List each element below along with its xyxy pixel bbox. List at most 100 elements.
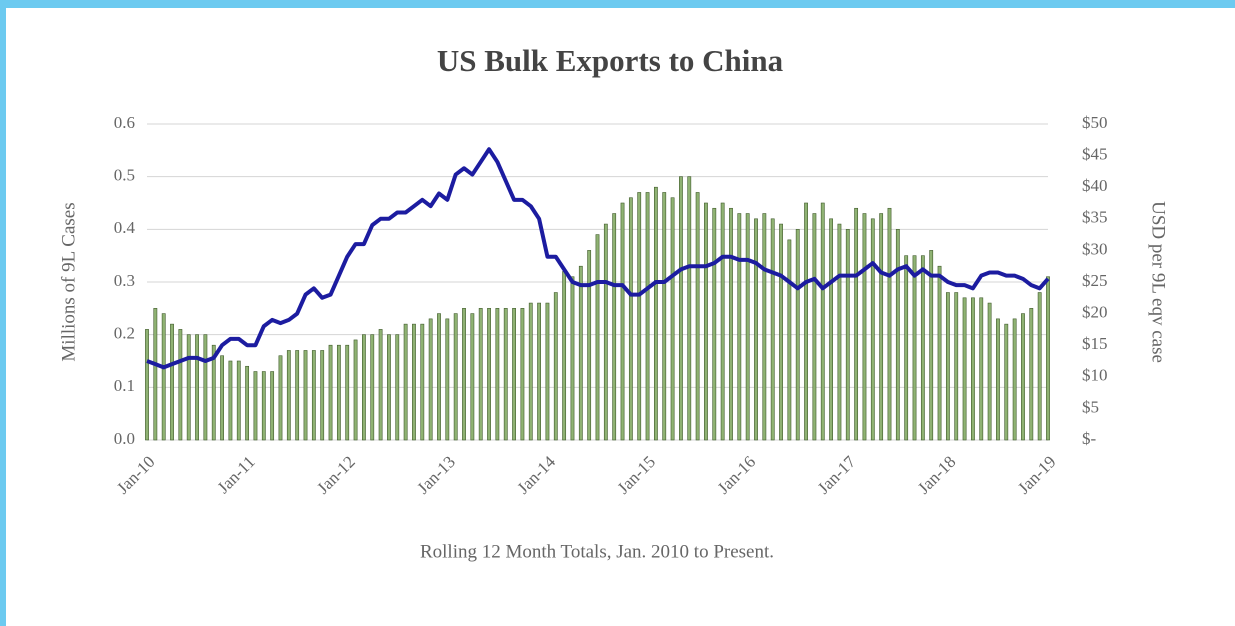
y-tick-label: 0.6	[114, 113, 135, 132]
bar	[253, 371, 258, 441]
y2-tick-label: $40	[1082, 176, 1108, 195]
bar	[795, 229, 800, 441]
bar	[895, 229, 900, 441]
bar	[695, 192, 700, 441]
bar	[612, 213, 617, 441]
bar	[512, 308, 516, 441]
bar	[628, 197, 633, 441]
bar	[453, 313, 458, 441]
x-tick-label: Jan-17	[814, 452, 860, 498]
bar	[387, 334, 391, 441]
bar	[1004, 323, 1009, 441]
bar	[228, 360, 233, 441]
bar	[837, 223, 842, 441]
chart-title: US Bulk Exports to China	[437, 43, 784, 78]
bar	[870, 218, 875, 441]
bar	[553, 292, 558, 441]
bar	[720, 202, 725, 441]
bar	[445, 318, 450, 441]
bar	[170, 323, 174, 441]
bar	[528, 302, 533, 441]
bar	[979, 297, 984, 441]
y2-tick-label: $15	[1082, 334, 1108, 353]
bar	[236, 360, 241, 441]
bar	[929, 250, 934, 441]
bar	[570, 276, 575, 441]
y2-tick-label: $20	[1082, 303, 1108, 322]
bar	[770, 218, 775, 441]
bar	[620, 202, 625, 441]
bar	[336, 344, 341, 441]
y2-tick-label: $35	[1082, 208, 1108, 227]
bar	[537, 302, 542, 441]
bar	[503, 308, 508, 441]
bar	[362, 334, 366, 441]
bar	[203, 334, 208, 441]
x-tick-label: Jan-15	[614, 452, 659, 497]
bar	[829, 218, 833, 441]
bar	[470, 313, 475, 441]
bar	[729, 207, 733, 441]
bar	[670, 197, 675, 441]
y2-tick-label: $10	[1082, 366, 1108, 385]
bar	[704, 202, 708, 441]
bar	[754, 218, 758, 441]
y-tick-label: 0.3	[114, 271, 135, 290]
bar	[712, 207, 717, 441]
bar	[420, 323, 425, 441]
bar	[153, 308, 158, 441]
bar	[954, 292, 959, 441]
bar	[562, 271, 567, 441]
bar	[595, 234, 600, 441]
bar	[920, 255, 925, 441]
bar	[854, 207, 859, 441]
bar	[845, 229, 850, 441]
x-tick-label: Jan-18	[914, 452, 959, 497]
bar	[428, 318, 433, 441]
bar	[820, 202, 825, 441]
bar	[745, 213, 750, 441]
bar	[779, 223, 783, 441]
bar	[937, 265, 942, 441]
bar	[186, 334, 191, 441]
bar	[311, 350, 316, 441]
bar	[587, 250, 592, 441]
bar	[178, 329, 183, 441]
x-tick-label: Jan-13	[413, 452, 458, 497]
bar	[437, 313, 441, 441]
bar	[1012, 318, 1017, 441]
bar	[378, 329, 383, 441]
bar	[412, 323, 416, 441]
bar	[904, 255, 909, 441]
bar	[862, 213, 867, 441]
bar	[804, 202, 808, 441]
x-tick-label: Jan-12	[313, 452, 358, 497]
bar	[762, 213, 767, 441]
bar	[662, 192, 667, 441]
bar	[787, 239, 792, 441]
y2-tick-label: $-	[1082, 429, 1097, 448]
bar	[1021, 313, 1025, 441]
bar	[679, 176, 683, 441]
bar	[912, 255, 917, 441]
y2-tick-label: $45	[1082, 145, 1108, 164]
bar	[195, 334, 199, 441]
bar	[353, 339, 358, 441]
bar	[220, 355, 224, 441]
bar	[962, 297, 967, 441]
y2-tick-label: $50	[1082, 113, 1108, 132]
bar	[145, 329, 149, 441]
bar	[370, 334, 375, 441]
bar	[987, 302, 992, 441]
y-tick-label: 0.4	[114, 218, 136, 237]
y-tick-label: 0.0	[114, 429, 135, 448]
bar	[495, 308, 500, 441]
bar	[645, 192, 650, 441]
bar	[395, 334, 400, 441]
bar	[1029, 308, 1034, 441]
y-axis-label: Millions of 9L Cases	[58, 202, 79, 361]
bar	[295, 350, 300, 441]
bar	[303, 350, 308, 441]
y2-tick-label: $25	[1082, 271, 1108, 290]
bar	[520, 308, 525, 441]
